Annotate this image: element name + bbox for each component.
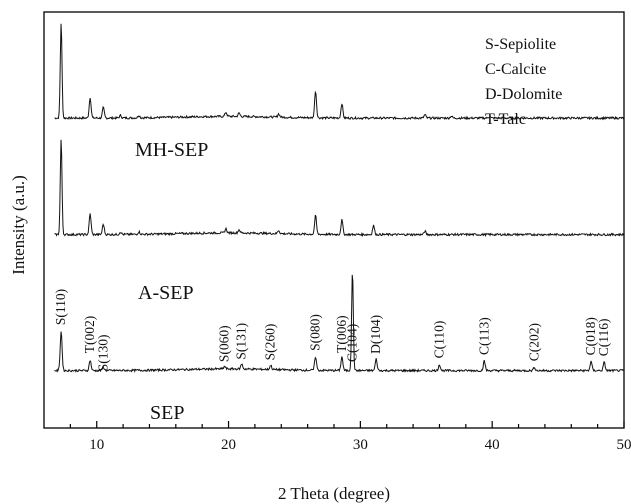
x-tick-label: 50: [617, 437, 631, 453]
y-axis-title: Intensity (a.u.): [9, 175, 28, 275]
x-tick-label: 20: [221, 437, 236, 453]
peak-label: S(110): [53, 289, 68, 325]
legend-entry: C-Calcite: [485, 61, 546, 78]
peak-label: S(060): [217, 325, 232, 362]
legend-entry: T-Talc: [485, 111, 526, 128]
peak-label: C(116): [596, 319, 611, 357]
peak-label: C(104): [345, 324, 360, 362]
series-label: MH-SEP: [135, 139, 208, 161]
series-line: [54, 139, 625, 238]
peak-label: T(002): [82, 316, 97, 354]
x-axis-ticks: 10 20 30 40 50: [69, 421, 631, 453]
series-labels: MH-SEP A-SEP SEP: [135, 139, 208, 424]
peak-label: C(110): [432, 321, 447, 359]
series-label: SEP: [150, 402, 184, 424]
x-tick-label: 30: [353, 437, 368, 453]
legend-entry: S-Sepiolite: [485, 36, 556, 53]
peak-label: S(131): [234, 323, 249, 360]
peak-label: S(080): [308, 314, 323, 351]
series-line: [54, 23, 625, 121]
peak-label: C(018): [583, 317, 598, 355]
x-tick-label: 10: [89, 437, 104, 453]
x-tick-label: 40: [485, 437, 500, 453]
xrd-traces: [54, 23, 625, 373]
series-line: [54, 274, 625, 373]
series-label: A-SEP: [138, 282, 194, 304]
peak-label: D(104): [368, 315, 383, 354]
peak-label: C(113): [476, 317, 491, 355]
peak-label: S(260): [263, 324, 278, 361]
peak-label: C(202): [526, 323, 541, 361]
peak-label: T(006): [334, 315, 349, 353]
x-axis-title: 2 Theta (degree): [278, 484, 390, 503]
peak-annotations: S(110) T(002)S(130) S(060) S(131) S(260) S(08…: [53, 289, 611, 371]
peak-label: S(130): [95, 335, 110, 372]
legend-entry: D-Dolomite: [485, 86, 562, 103]
legend: S-Sepiolite C-Calcite D-Dolomite T-Talc: [485, 36, 562, 128]
